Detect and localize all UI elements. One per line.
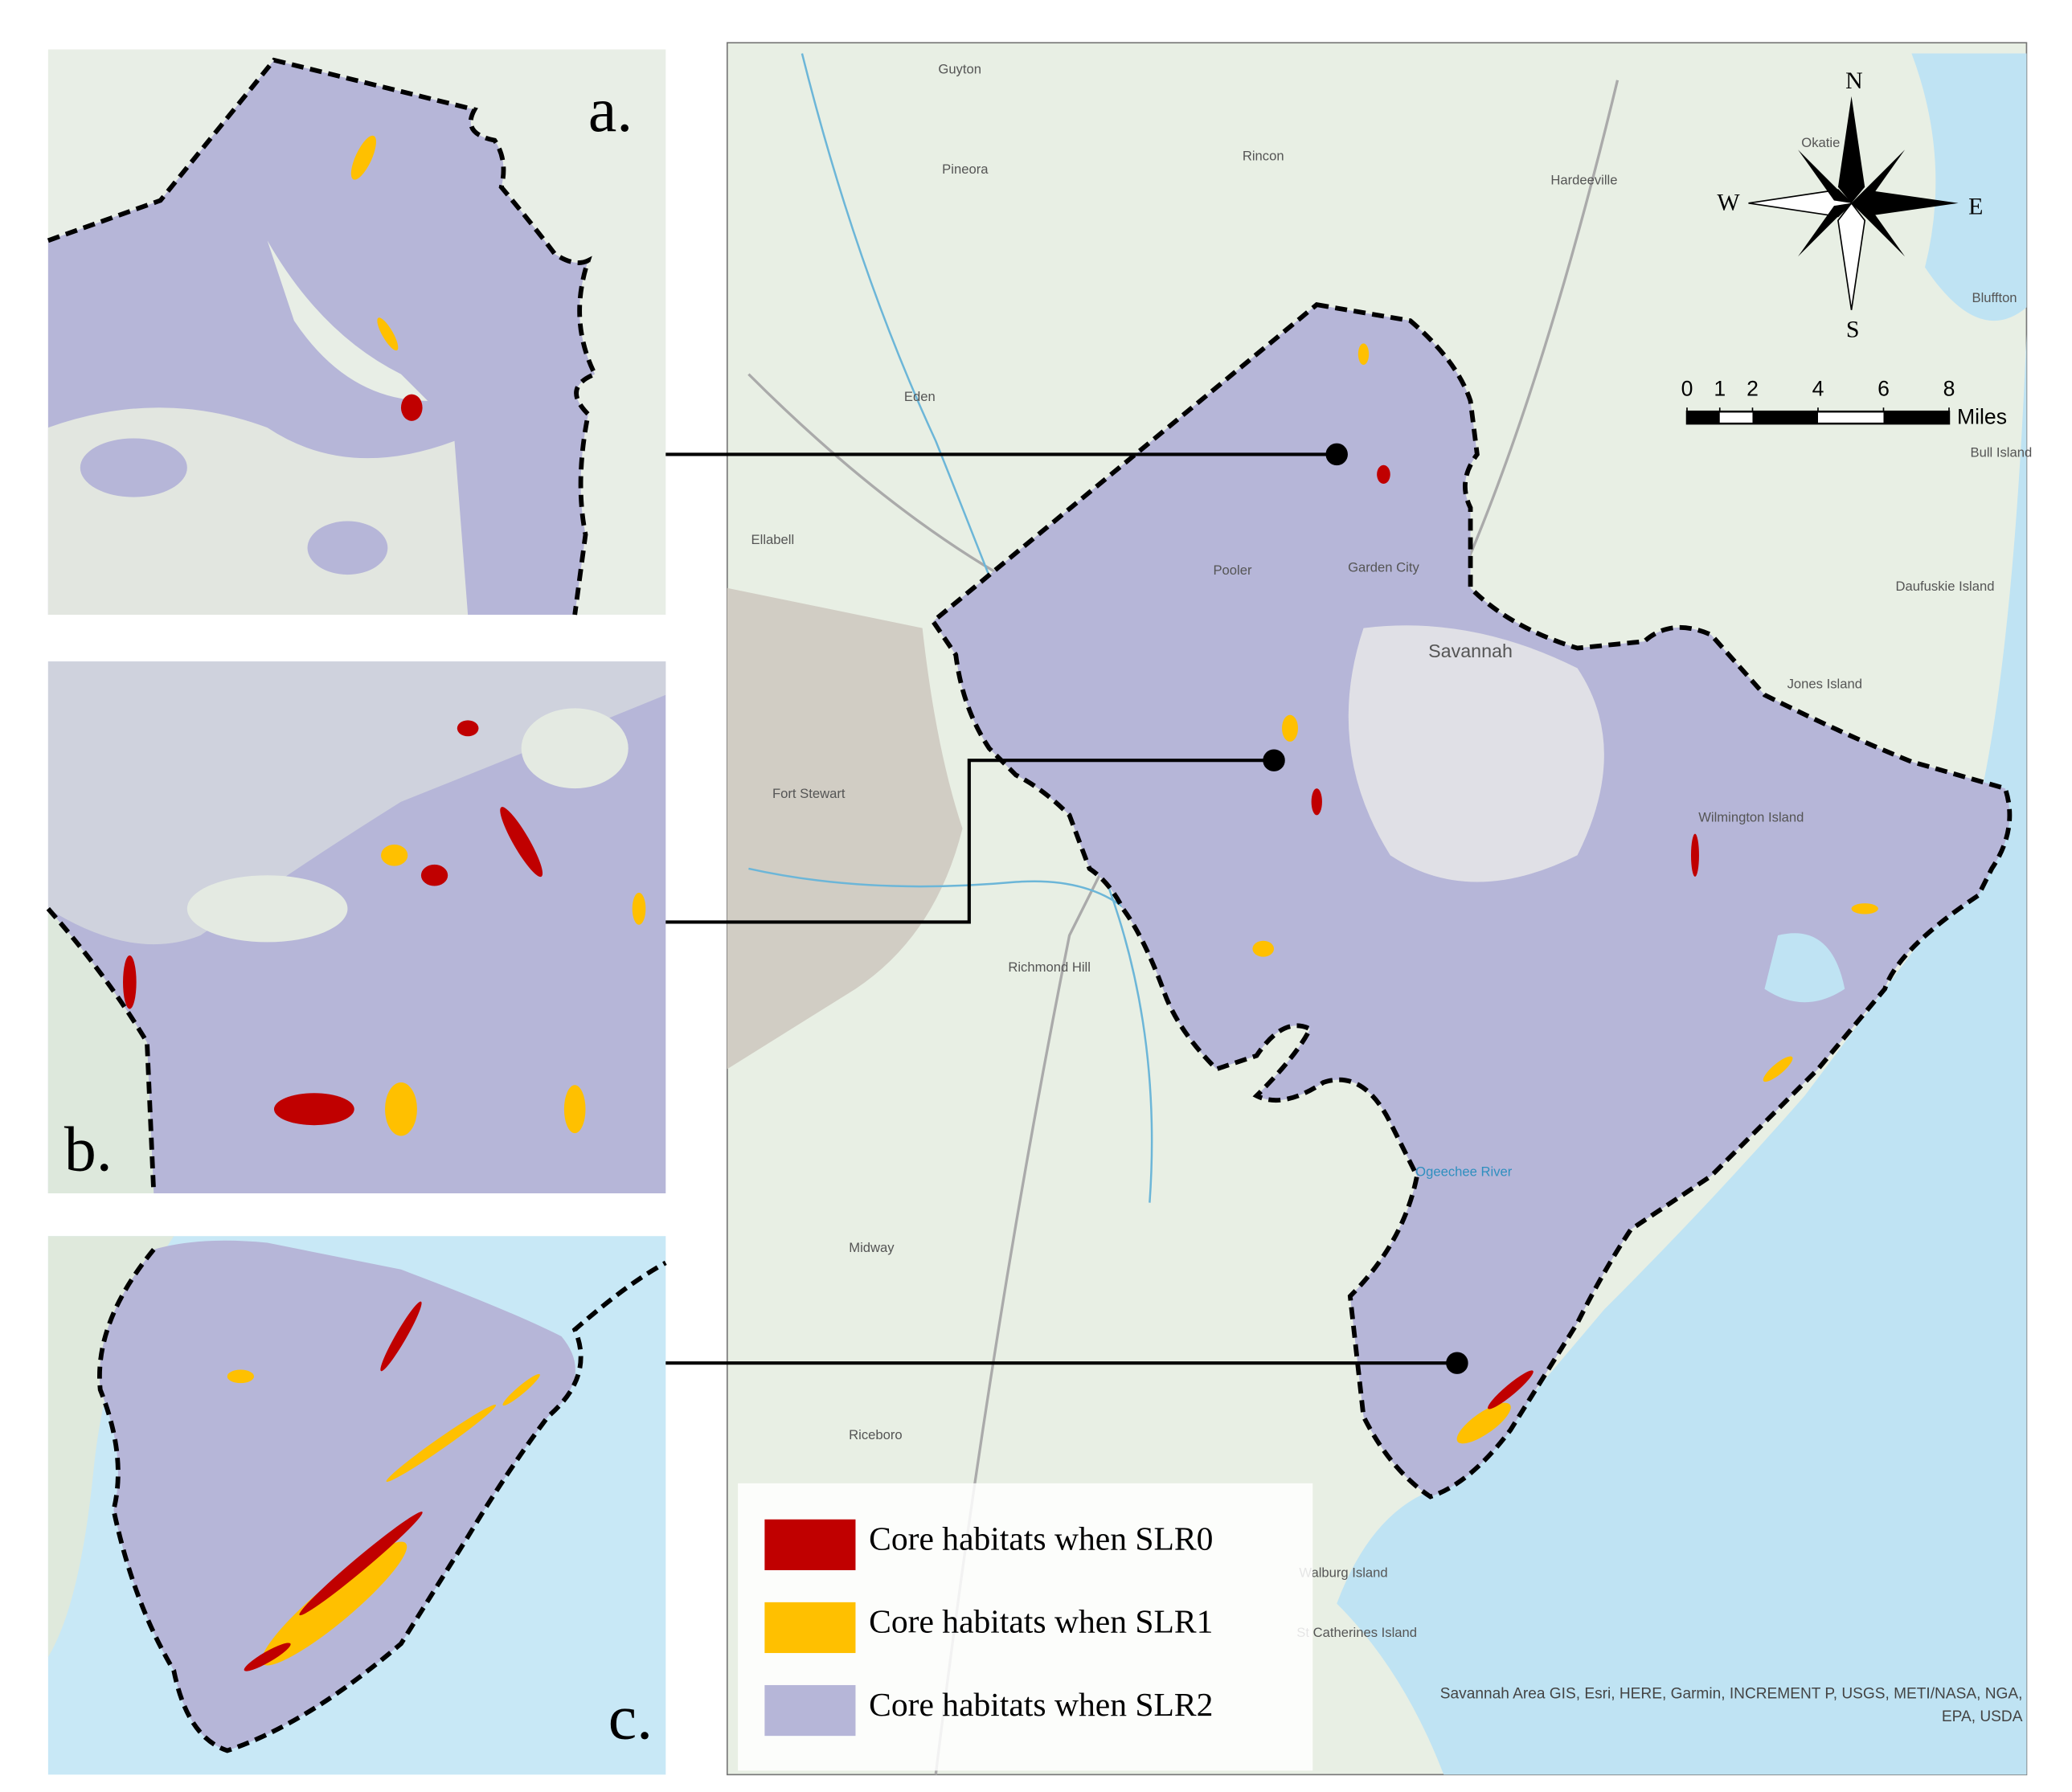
legend-swatch <box>764 1684 856 1737</box>
scale-bar-label: 8 <box>1943 377 1955 401</box>
place-label: Riceboro <box>849 1427 903 1442</box>
place-label: Richmond Hill <box>1008 959 1091 975</box>
scale-bar-unit: Miles <box>1957 405 2007 429</box>
place-label: St Catherines Island <box>1296 1625 1417 1640</box>
place-label: Ellabell <box>751 532 795 547</box>
place-label: Bull Island <box>1970 445 2032 460</box>
legend-label: Core habitats when SLR1 <box>869 1603 1213 1640</box>
scale-bar-label: 0 <box>1681 377 1693 401</box>
scale-bar-label: 2 <box>1746 377 1759 401</box>
inset-a: a. <box>47 49 666 616</box>
place-label: Savannah <box>1428 640 1513 661</box>
compass-label: N <box>1845 68 1863 94</box>
panel-label: c. <box>608 1683 653 1753</box>
attribution: EPA, USDA <box>1942 1708 2023 1725</box>
place-label: Guyton <box>938 61 981 76</box>
place-label: Bluffton <box>1972 290 2017 305</box>
panel-label: b. <box>64 1115 113 1185</box>
place-label: Daufuskie Island <box>1896 579 1995 594</box>
scale-bar-segment <box>1752 411 1818 424</box>
place-label: Eden <box>904 389 936 404</box>
place-label: Pooler <box>1213 563 1252 578</box>
place-label: Garden City <box>1348 560 1419 575</box>
place-label: Okatie <box>1801 135 1840 150</box>
scale-bar-segment <box>1686 411 1720 424</box>
compass-label: E <box>1968 193 1983 219</box>
scale-bar-label: 4 <box>1812 377 1824 401</box>
legend-label: Core habitats when SLR2 <box>869 1686 1213 1723</box>
place-label: Ogeechee River <box>1415 1164 1513 1179</box>
legend-items: Core habitats when SLR0 Core habitats whe… <box>764 1519 1213 1737</box>
place-label: Rincon <box>1243 149 1284 164</box>
panel-label: a. <box>588 75 633 145</box>
place-label: Midway <box>849 1240 895 1255</box>
compass-label: W <box>1717 189 1740 215</box>
legend-label: Core habitats when SLR0 <box>869 1520 1213 1557</box>
scale-bar-label: 1 <box>1714 377 1726 401</box>
inset-c: c. <box>47 1236 667 1775</box>
attribution: Savannah Area GIS, Esri, HERE, Garmin, I… <box>1440 1686 2023 1703</box>
legend-swatch <box>764 1519 856 1570</box>
place-label: Walburg Island <box>1299 1565 1387 1580</box>
compass-label: S <box>1846 316 1860 342</box>
scale-bar-label: 6 <box>1877 377 1890 401</box>
place-label: Hardeeville <box>1550 172 1617 187</box>
place-label: Jones Island <box>1787 676 1862 691</box>
inset-b: b. <box>46 661 666 1194</box>
place-label: Wilmington Island <box>1698 810 1804 825</box>
place-label: Pineora <box>942 162 989 177</box>
compass: N S E W <box>1717 68 1983 342</box>
scale-bar-segment <box>1883 411 1949 424</box>
connectors <box>665 443 1468 1374</box>
legend-swatch <box>764 1602 856 1654</box>
place-label: Fort Stewart <box>772 786 846 801</box>
